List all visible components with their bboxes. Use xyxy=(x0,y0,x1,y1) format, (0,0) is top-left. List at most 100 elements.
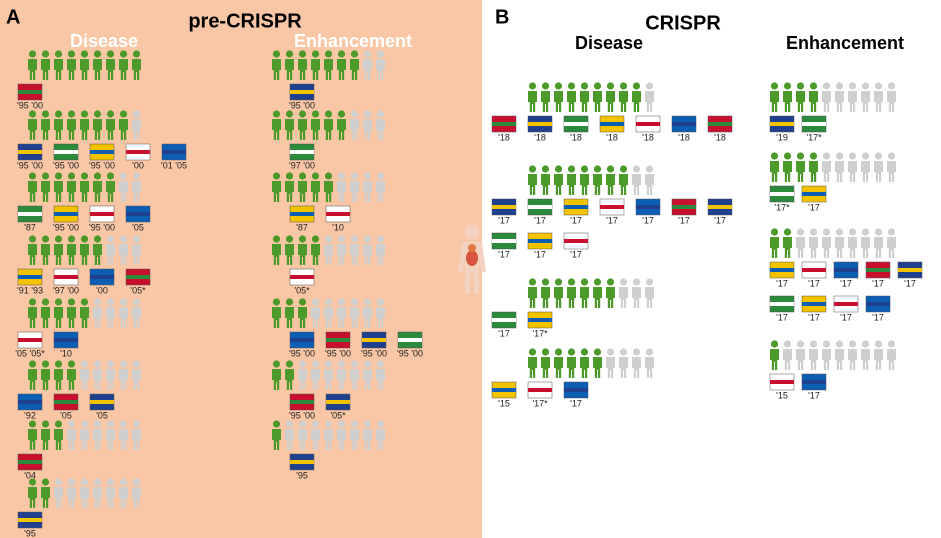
person-body xyxy=(528,287,537,308)
person-head xyxy=(363,360,372,368)
year-label: '05 xyxy=(96,410,108,420)
column-heading: Disease xyxy=(575,33,643,53)
person-head xyxy=(350,420,359,428)
person-body xyxy=(80,429,89,450)
panel-title: pre-CRISPR xyxy=(188,10,302,32)
person-head xyxy=(528,165,537,173)
person-body xyxy=(822,349,831,370)
person-head xyxy=(41,172,50,180)
person-head xyxy=(350,110,359,118)
person-head xyxy=(796,228,805,236)
year-label: '00 xyxy=(132,160,144,170)
flag-stripe xyxy=(54,150,78,154)
person-head xyxy=(54,298,63,306)
people-row xyxy=(28,478,141,508)
person-body xyxy=(119,181,128,202)
person-body xyxy=(132,59,141,80)
person-body xyxy=(28,59,37,80)
person-head xyxy=(132,110,141,118)
person-head xyxy=(272,172,281,180)
person-body xyxy=(324,429,333,450)
person-body xyxy=(93,307,102,328)
person-head xyxy=(376,298,385,306)
person-body xyxy=(311,307,320,328)
person-head xyxy=(67,420,76,428)
flag-stripe xyxy=(528,388,552,392)
person-head xyxy=(298,110,307,118)
person-body xyxy=(337,244,346,265)
person-head xyxy=(311,360,320,368)
person-body xyxy=(285,369,294,390)
person-head xyxy=(285,235,294,243)
person-body xyxy=(822,237,831,258)
person-head xyxy=(580,348,589,356)
year-label: '05* xyxy=(294,285,310,295)
person-head xyxy=(887,82,896,90)
flag-stripe xyxy=(708,205,732,209)
person-head xyxy=(337,360,346,368)
person-head xyxy=(861,152,870,160)
person-body xyxy=(567,174,576,195)
year-label: '18 xyxy=(606,132,618,142)
person-body xyxy=(363,119,372,140)
person-body xyxy=(874,349,883,370)
person-head xyxy=(132,172,141,180)
people-row xyxy=(528,278,654,308)
person-body xyxy=(770,161,779,182)
person-head xyxy=(796,152,805,160)
person-body xyxy=(54,181,63,202)
flag-stripe xyxy=(528,122,552,126)
person-head xyxy=(324,360,333,368)
people-row xyxy=(28,298,141,328)
person-body xyxy=(67,119,76,140)
year-label: '19 xyxy=(776,132,788,142)
person-head xyxy=(28,478,37,486)
person-head xyxy=(67,360,76,368)
person-head xyxy=(298,298,307,306)
person-head xyxy=(770,228,779,236)
person-head xyxy=(67,172,76,180)
person-body xyxy=(861,237,870,258)
person-head xyxy=(619,82,628,90)
person-head xyxy=(619,348,628,356)
person-head xyxy=(272,235,281,243)
person-head xyxy=(822,82,831,90)
person-head xyxy=(298,50,307,58)
person-head xyxy=(93,478,102,486)
person-body xyxy=(606,174,615,195)
person-head xyxy=(93,110,102,118)
year-label: '17 xyxy=(642,215,654,225)
flag-stripe xyxy=(492,205,516,209)
flag-stripe xyxy=(326,212,350,216)
person-head xyxy=(809,228,818,236)
person-head xyxy=(132,420,141,428)
person-body xyxy=(541,174,550,195)
person-body xyxy=(363,369,372,390)
human-body-icon xyxy=(458,225,486,294)
person-body xyxy=(619,357,628,378)
person-body xyxy=(619,174,628,195)
person-body xyxy=(54,244,63,265)
person-body xyxy=(593,287,602,308)
person-body xyxy=(80,244,89,265)
year-label: '95 '00 xyxy=(289,100,315,110)
person-head xyxy=(376,420,385,428)
flag-stripe xyxy=(90,212,114,216)
person-body xyxy=(580,357,589,378)
person-body xyxy=(324,181,333,202)
year-label: '87 xyxy=(24,222,36,232)
flag-stripe xyxy=(866,268,890,272)
person-body xyxy=(809,349,818,370)
year-label: '05 xyxy=(132,222,144,232)
flag-stripe xyxy=(528,239,552,243)
year-label: '95 xyxy=(24,528,36,538)
person-head xyxy=(541,165,550,173)
person-body xyxy=(887,91,896,112)
person-body xyxy=(93,181,102,202)
person-head xyxy=(28,172,37,180)
person-body xyxy=(41,369,50,390)
person-body xyxy=(41,487,50,508)
person-body xyxy=(770,237,779,258)
person-head xyxy=(54,172,63,180)
flag-stripe xyxy=(866,302,890,306)
